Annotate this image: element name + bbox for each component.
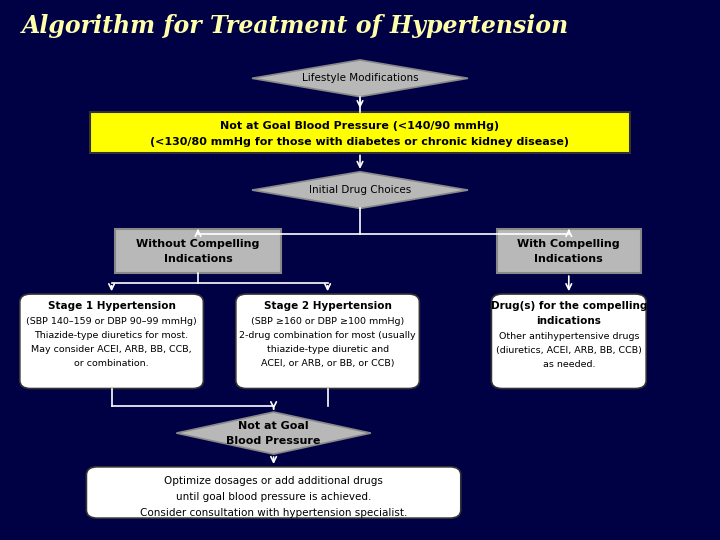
Text: Stage 1 Hypertension: Stage 1 Hypertension [48,301,176,311]
Text: or combination.: or combination. [74,359,149,368]
Text: ACEI, or ARB, or BB, or CCB): ACEI, or ARB, or BB, or CCB) [261,359,395,368]
Text: Thiazide-type diuretics for most.: Thiazide-type diuretics for most. [35,330,189,340]
Polygon shape [252,172,468,208]
Text: (<130/80 mmHg for those with diabetes or chronic kidney disease): (<130/80 mmHg for those with diabetes or… [150,137,570,147]
Text: Other antihypertensive drugs: Other antihypertensive drugs [498,332,639,341]
Text: Initial Drug Choices: Initial Drug Choices [309,185,411,195]
Text: Optimize dosages or add additional drugs: Optimize dosages or add additional drugs [164,476,383,485]
Text: Not at Goal: Not at Goal [238,421,309,431]
Polygon shape [252,60,468,97]
Text: (SBP ≥160 or DBP ≥100 mmHg): (SBP ≥160 or DBP ≥100 mmHg) [251,316,404,326]
Text: (SBP 140–159 or DBP 90–99 mmHg): (SBP 140–159 or DBP 90–99 mmHg) [26,316,197,326]
Text: Not at Goal Blood Pressure (<140/90 mmHg): Not at Goal Blood Pressure (<140/90 mmHg… [220,121,500,131]
Text: until goal blood pressure is achieved.: until goal blood pressure is achieved. [176,492,372,502]
Text: Consider consultation with hypertension specialist.: Consider consultation with hypertension … [140,508,408,518]
FancyBboxPatch shape [86,467,461,518]
Text: Algorithm for Treatment of Hypertension: Algorithm for Treatment of Hypertension [22,14,569,37]
Bar [497,229,641,273]
Text: Without Compelling: Without Compelling [136,239,260,249]
Text: as needed.: as needed. [543,360,595,369]
Text: Stage 2 Hypertension: Stage 2 Hypertension [264,301,392,311]
Text: Indications: Indications [534,254,603,264]
Text: thiazide-type diuretic and: thiazide-type diuretic and [266,345,389,354]
FancyBboxPatch shape [491,294,647,389]
Text: With Compelling: With Compelling [518,239,620,249]
Text: Lifestyle Modifications: Lifestyle Modifications [302,73,418,83]
Text: Drug(s) for the compelling: Drug(s) for the compelling [490,301,647,311]
Text: May consider ACEI, ARB, BB, CCB,: May consider ACEI, ARB, BB, CCB, [31,345,192,354]
Bar [90,112,630,152]
Text: indications: indications [536,316,601,326]
Text: 2-drug combination for most (usually: 2-drug combination for most (usually [239,330,416,340]
Text: Indications: Indications [163,254,233,264]
FancyBboxPatch shape [19,294,203,389]
FancyBboxPatch shape [236,294,419,389]
Text: (diuretics, ACEI, ARB, BB, CCB): (diuretics, ACEI, ARB, BB, CCB) [496,346,642,355]
Polygon shape [176,412,371,454]
Bar [115,229,281,273]
Text: Blood Pressure: Blood Pressure [226,436,321,446]
